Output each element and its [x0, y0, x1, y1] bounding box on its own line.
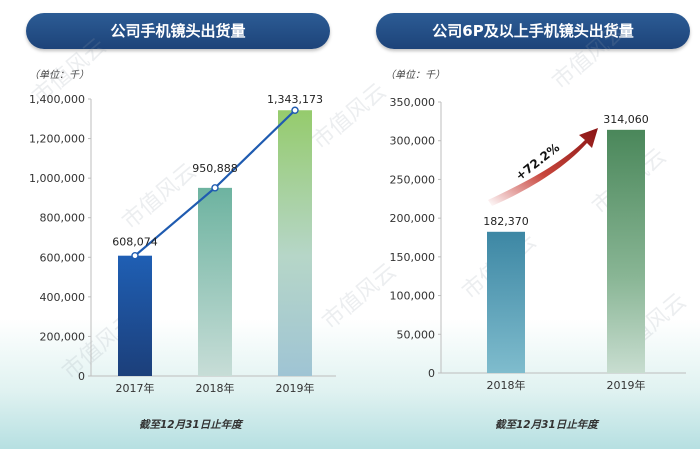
y-tick-label: 0	[78, 370, 85, 383]
bar	[487, 231, 525, 373]
data-label: 182,370	[483, 215, 529, 228]
growth-arrow	[488, 128, 598, 206]
y-tick-label: 1,000,000	[29, 172, 85, 185]
y-tick-label: 200,000	[40, 330, 86, 343]
watermark-text: 市值风云	[548, 19, 631, 95]
bar	[118, 255, 152, 376]
data-label: 314,060	[603, 113, 649, 126]
bar	[607, 129, 645, 373]
y-tick-label: 1,400,000	[29, 93, 85, 106]
bar	[278, 110, 312, 377]
left-chart-title: 公司手机镜头出货量	[26, 13, 330, 49]
watermark-text: 市值风云	[118, 159, 201, 235]
trend-point	[291, 106, 299, 114]
y-tick-label: 50,000	[397, 328, 436, 341]
y-tick-label: 0	[428, 367, 435, 380]
y-tick-label: 300,000	[390, 135, 436, 148]
y-tick-label: 100,000	[390, 290, 436, 303]
right-footnote: 截至12月31日止年度	[495, 419, 598, 431]
bar	[198, 187, 232, 376]
y-tick-label: 400,000	[40, 291, 86, 304]
x-tick-label: 2019年	[607, 378, 646, 392]
data-label: 1,343,173	[267, 93, 323, 106]
data-label: 608,074	[112, 236, 158, 249]
trend-point	[211, 184, 219, 192]
right-chart-title: 公司6P及以上手机镜头出货量	[376, 13, 690, 49]
trend-point	[131, 251, 139, 260]
left-unit-label: （单位：千）	[29, 70, 89, 81]
y-tick-label: 600,000	[40, 251, 86, 264]
data-label: 950,888	[192, 162, 238, 175]
y-tick-label: 150,000	[390, 251, 436, 264]
y-tick-label: 200,000	[390, 212, 436, 225]
background-glow	[0, 319, 700, 449]
x-tick-label: 2017年	[116, 381, 155, 395]
x-tick-label: 2019年	[276, 381, 315, 395]
y-tick-label: 1,200,000	[29, 133, 85, 146]
y-tick-label: 350,000	[390, 96, 436, 109]
x-tick-label: 2018年	[196, 381, 235, 395]
left-chart: 0 200,000 400,000 600,000 800,000 1,000,000 1,…	[29, 93, 336, 395]
y-tick-label: 800,000	[40, 212, 86, 225]
left-footnote: 截至12月31日止年度	[139, 419, 242, 431]
right-unit-label: （单位：千）	[385, 70, 445, 81]
x-tick-label: 2018年	[487, 378, 526, 392]
watermark-text: 市值风云	[308, 79, 391, 155]
y-tick-label: 250,000	[390, 173, 436, 186]
